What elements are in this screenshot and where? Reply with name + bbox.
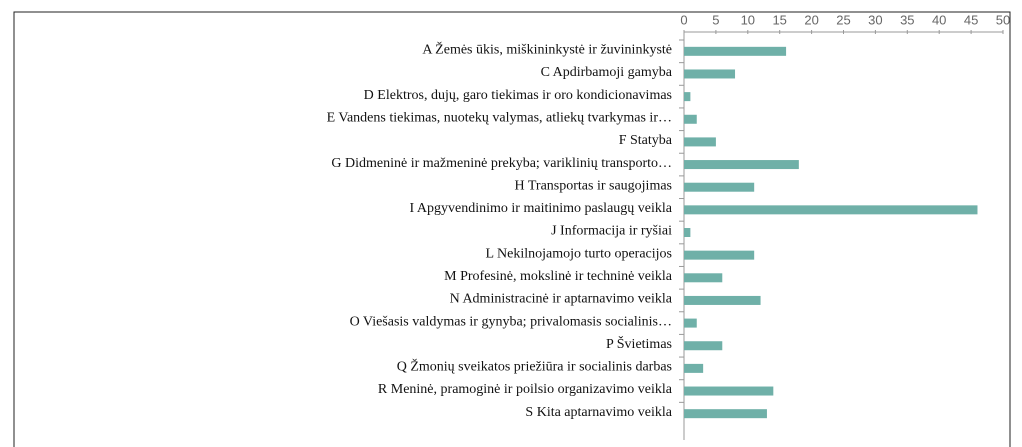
x-tick-label: 45: [964, 12, 978, 27]
category-label: R Meninė, pramoginė ir poilsio organizav…: [378, 382, 673, 397]
category-label: P Švietimas: [606, 335, 672, 352]
bar: [684, 295, 761, 305]
x-tick-label: 50: [996, 12, 1010, 27]
category-label: C Apdirbamoji gamyba: [541, 65, 673, 80]
x-tick-label: 35: [900, 12, 914, 27]
bar: [684, 137, 716, 147]
category-label: L Nekilnojamojo turto operacijos: [486, 246, 673, 261]
bar: [684, 228, 691, 237]
bar: [684, 250, 755, 260]
bar: [684, 114, 697, 124]
category-label: N Administracinė ir aptarnavimo veikla: [450, 292, 673, 307]
category-label: H Transportas ir saugojimas: [515, 178, 673, 193]
bar: [684, 69, 736, 79]
bar: [684, 341, 723, 351]
bar: [684, 182, 755, 192]
category-label: A Žemės ūkis, miškininkystė ir žuvininky…: [422, 41, 672, 58]
x-tick-label: 40: [932, 12, 946, 27]
category-label: O Viešasis valdymas ir gynyba; privaloma…: [350, 314, 672, 329]
bar: [684, 273, 723, 283]
category-label: M Profesinė, mokslinė ir techninė veikla: [444, 269, 673, 284]
category-label: Q Žmonių sveikatos priežiūra ir socialin…: [397, 358, 672, 375]
category-label: J Informacija ir ryšiai: [551, 224, 672, 239]
frame: [13, 11, 1011, 447]
x-tick-label: 30: [868, 12, 882, 27]
bar: [684, 386, 774, 396]
bar: [684, 409, 767, 419]
bar: [684, 46, 787, 56]
x-tick-label: 5: [712, 12, 719, 27]
category-label: E Vandens tiekimas, nuotekų valymas, atl…: [327, 110, 672, 125]
bar: [684, 318, 697, 328]
x-tick-label: 25: [836, 12, 850, 27]
category-label: G Didmeninė ir mažmeninė prekyba; varikl…: [331, 156, 672, 171]
bar: [684, 205, 978, 215]
category-label: F Statyba: [619, 133, 673, 148]
category-label: D Elektros, dujų, garo tiekimas ir oro k…: [364, 88, 672, 103]
bar: [684, 363, 704, 373]
x-tick-label: 0: [680, 12, 687, 27]
x-tick-label: 20: [804, 12, 818, 27]
category-label: S Kita aptarnavimo veikla: [525, 405, 672, 420]
x-tick-label: 10: [741, 12, 755, 27]
bar: [684, 160, 799, 170]
category-label: I Apgyvendinimo ir maitinimo paslaugų ve…: [410, 201, 673, 216]
x-tick-label: 15: [772, 12, 786, 27]
bar: [684, 92, 691, 102]
